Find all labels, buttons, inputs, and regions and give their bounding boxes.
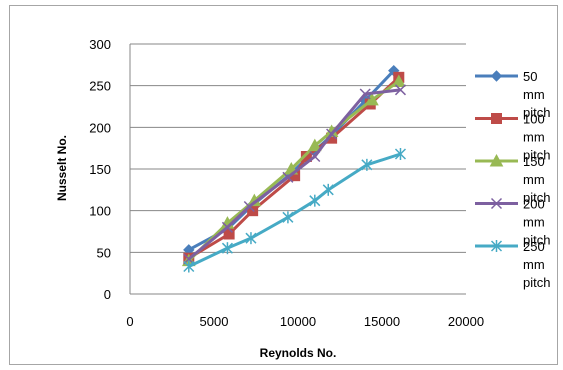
data-point-stroke — [326, 128, 338, 140]
data-point — [490, 197, 503, 210]
legend-label: pitch — [523, 275, 550, 290]
x-tick-label: 15000 — [364, 314, 400, 329]
y-tick-label: 50 — [97, 245, 111, 260]
legend-label: 150 — [523, 154, 545, 169]
data-point — [309, 194, 321, 207]
x-axis-title: Reynolds No. — [260, 346, 337, 360]
data-point — [309, 150, 321, 163]
data-point — [359, 88, 371, 100]
legend-label: 250 — [523, 239, 545, 254]
data-point — [394, 148, 407, 160]
legend-label: mm — [523, 172, 545, 187]
data-point — [322, 183, 334, 196]
legend-entry-4: 200 mm pitch — [475, 197, 550, 248]
data-point — [282, 171, 294, 183]
data-point — [365, 92, 379, 106]
y-tick-label: 200 — [89, 120, 111, 135]
legend-label: mm — [523, 215, 545, 230]
data-point — [221, 221, 233, 233]
legend-label: pitch — [523, 105, 550, 120]
data-point-stroke — [394, 84, 407, 96]
axes: 0 50 100 150 200 250 300 0 5000 10000 15000 20000 — [89, 37, 484, 329]
y-tick-label: 250 — [89, 79, 111, 94]
y-tick-label: 300 — [89, 37, 111, 52]
x-tick-label: 20000 — [448, 314, 484, 329]
data-point — [221, 242, 233, 255]
y-tick-label: 0 — [104, 287, 111, 302]
legend-label: mm — [523, 87, 545, 102]
legend-entry-1: 50 mm pitch — [475, 69, 550, 120]
legend-label: pitch — [523, 233, 550, 248]
data-point — [282, 211, 294, 224]
data-point — [361, 158, 373, 171]
legend-entry-5: 250 mm pitch — [475, 239, 550, 290]
data-point — [245, 232, 257, 245]
data-point-stroke — [490, 197, 503, 210]
data-point — [394, 84, 407, 96]
x-tick-label: 5000 — [200, 314, 229, 329]
y-tick-label: 150 — [89, 162, 111, 177]
data-point — [391, 74, 406, 87]
legend-label: 100 — [523, 112, 545, 127]
data-point — [243, 200, 255, 213]
data-point-stroke — [243, 200, 255, 213]
y-tick-label: 100 — [89, 204, 111, 219]
legend: 50mmpitch100mmpitch150mmpitch200mmpitch2… — [475, 69, 550, 290]
data-point — [326, 128, 338, 140]
legend-label: 200 — [523, 197, 545, 212]
x-tick-label: 0 — [126, 314, 133, 329]
legend-label: 50 — [523, 69, 537, 84]
legend-label: pitch — [523, 190, 550, 205]
gridlines — [130, 43, 466, 253]
data-point — [490, 240, 503, 252]
series-line — [188, 152, 401, 268]
y-axis-title: Nusselt No. — [55, 135, 69, 201]
legend-entry-2: 100 mm pitch — [475, 112, 550, 163]
series-4 — [183, 84, 407, 265]
legend-entry-3: 150 mm pitch — [475, 153, 550, 205]
legend-label: mm — [523, 257, 545, 272]
legend-label: pitch — [523, 148, 550, 163]
data-point — [490, 70, 503, 82]
series-5 — [183, 148, 407, 273]
legend-label: mm — [523, 130, 545, 145]
data-point-stroke — [282, 171, 294, 183]
data-point-stroke — [359, 88, 371, 100]
data-point — [489, 153, 504, 167]
data-point — [307, 138, 322, 152]
data-point-stroke — [309, 150, 321, 163]
series-lines — [181, 64, 407, 273]
x-tick-label: 10000 — [280, 314, 316, 329]
data-point — [183, 260, 195, 273]
data-point-stroke — [221, 221, 233, 233]
data-point — [491, 113, 502, 124]
